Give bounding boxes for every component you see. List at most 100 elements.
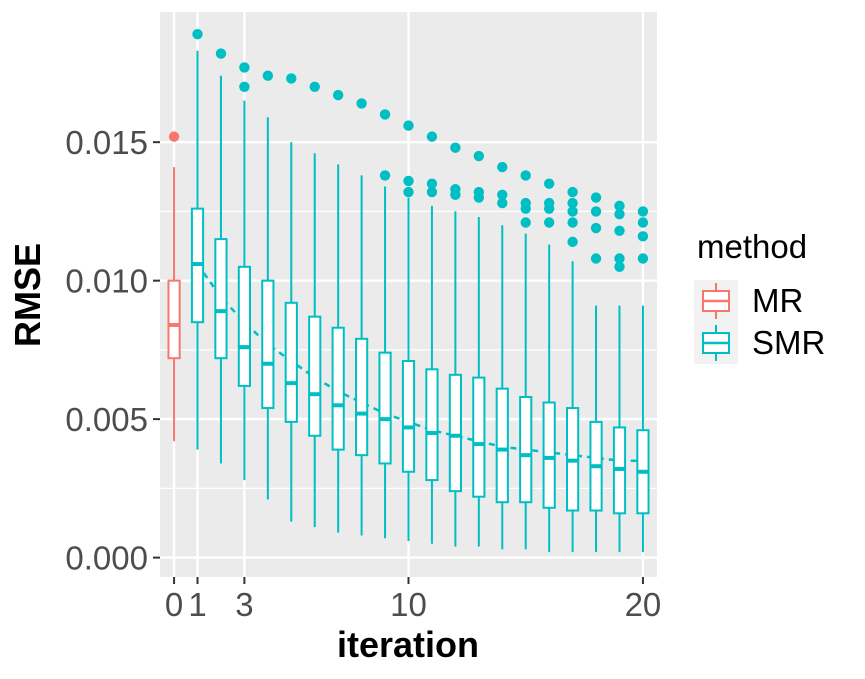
legend: method MR SMR — [694, 228, 825, 364]
outlier-point — [379, 170, 391, 181]
outlier-point — [637, 231, 649, 242]
box-SMR-19 — [612, 200, 627, 553]
outlier-point — [614, 253, 625, 264]
outlier-point — [262, 70, 274, 81]
y-tick-label: 0.000 — [65, 540, 148, 577]
outlier-point — [403, 120, 414, 131]
box-SMR-10 — [401, 120, 416, 541]
box-iqr — [519, 395, 533, 504]
outlier-point — [637, 253, 649, 264]
outlier-point — [520, 203, 531, 214]
x-axis-title: iteration — [337, 624, 479, 665]
box-SMR-4 — [261, 70, 275, 500]
outlier-point — [309, 81, 320, 92]
outlier-point — [614, 261, 625, 273]
outlier-point — [497, 161, 508, 173]
outlier-point — [239, 62, 250, 73]
outlier-point — [356, 98, 367, 109]
legend-entry-mr: MR — [694, 280, 803, 322]
outlier-point — [379, 109, 391, 120]
box-SMR-18 — [589, 192, 603, 553]
x-axis: 0 1 3 10 20 — [165, 577, 661, 623]
y-tick-label: 0.005 — [65, 401, 148, 438]
box-iqr — [214, 238, 228, 360]
legend-label: MR — [752, 282, 803, 319]
outlier-point — [426, 178, 438, 189]
x-tick-label: 0 — [165, 586, 183, 623]
box-iqr — [378, 351, 392, 465]
outlier-point — [473, 150, 485, 162]
box-SMR-15 — [519, 170, 533, 550]
box-iqr — [167, 279, 181, 360]
outlier-point — [590, 192, 602, 203]
box-SMR-16 — [542, 178, 556, 553]
outlier-point — [520, 217, 531, 228]
outlier-point — [567, 217, 578, 228]
box-SMR-8 — [355, 98, 369, 536]
box-SMR-6 — [308, 81, 322, 528]
outlier-point — [567, 236, 578, 248]
x-tick-label: 3 — [235, 586, 253, 623]
outlier-point — [543, 203, 555, 214]
box-SMR-11 — [425, 131, 439, 544]
y-axis: 0.000 0.005 0.010 0.015 — [65, 124, 160, 577]
legend-label: SMR — [752, 324, 825, 361]
y-axis-title: RMSE — [7, 243, 48, 347]
outlier-point — [637, 206, 649, 217]
outlier-point — [520, 170, 531, 181]
outlier-point — [567, 197, 578, 209]
x-tick-label: 20 — [625, 586, 662, 623]
outlier-point — [567, 206, 578, 217]
outlier-point — [403, 175, 414, 187]
outlier-point — [332, 89, 344, 101]
box-SMR-12 — [448, 142, 462, 547]
box-iqr — [472, 376, 486, 498]
box-SMR-1 — [190, 28, 205, 450]
outlier-point — [168, 131, 180, 142]
box-iqr — [331, 326, 345, 451]
outlier-point — [426, 131, 438, 142]
legend-title: method — [697, 228, 807, 265]
outlier-point — [543, 178, 555, 189]
box-iqr — [401, 359, 416, 473]
box-iqr — [495, 387, 509, 504]
box-SMR-9 — [378, 109, 392, 539]
outlier-point — [286, 73, 297, 84]
outlier-point — [239, 81, 250, 92]
box-iqr — [284, 301, 298, 423]
outlier-point — [543, 217, 555, 228]
outlier-point — [192, 28, 203, 40]
y-tick-label: 0.010 — [65, 263, 148, 300]
box-iqr — [542, 401, 556, 509]
outlier-point — [497, 197, 508, 209]
outlier-point — [497, 189, 508, 200]
outlier-point — [567, 186, 578, 198]
box-iqr — [237, 265, 251, 387]
box-SMR-2 — [214, 48, 228, 464]
outlier-point — [590, 253, 602, 264]
box-SMR-7 — [331, 89, 345, 533]
box-SMR-17 — [566, 186, 580, 553]
x-tick-label: 1 — [188, 586, 206, 623]
box-iqr — [308, 315, 322, 437]
box-iqr — [448, 373, 462, 493]
outlier-point — [450, 189, 461, 200]
outlier-point — [614, 208, 625, 220]
box-SMR-13 — [472, 150, 486, 547]
box-SMR-3 — [237, 62, 251, 481]
box-MR-0 — [167, 131, 181, 442]
box-iqr — [355, 337, 369, 457]
outlier-point — [473, 192, 485, 203]
outlier-point — [450, 142, 461, 153]
outlier-point — [403, 186, 414, 198]
x-tick-label: 10 — [390, 586, 427, 623]
boxplots — [167, 28, 650, 553]
box-iqr — [425, 368, 439, 482]
outlier-point — [590, 206, 602, 217]
outlier-point — [614, 225, 625, 236]
outlier-point — [637, 217, 649, 228]
outlier-point — [614, 200, 625, 212]
legend-entry-smr: SMR — [694, 322, 825, 364]
outlier-point — [426, 186, 438, 198]
